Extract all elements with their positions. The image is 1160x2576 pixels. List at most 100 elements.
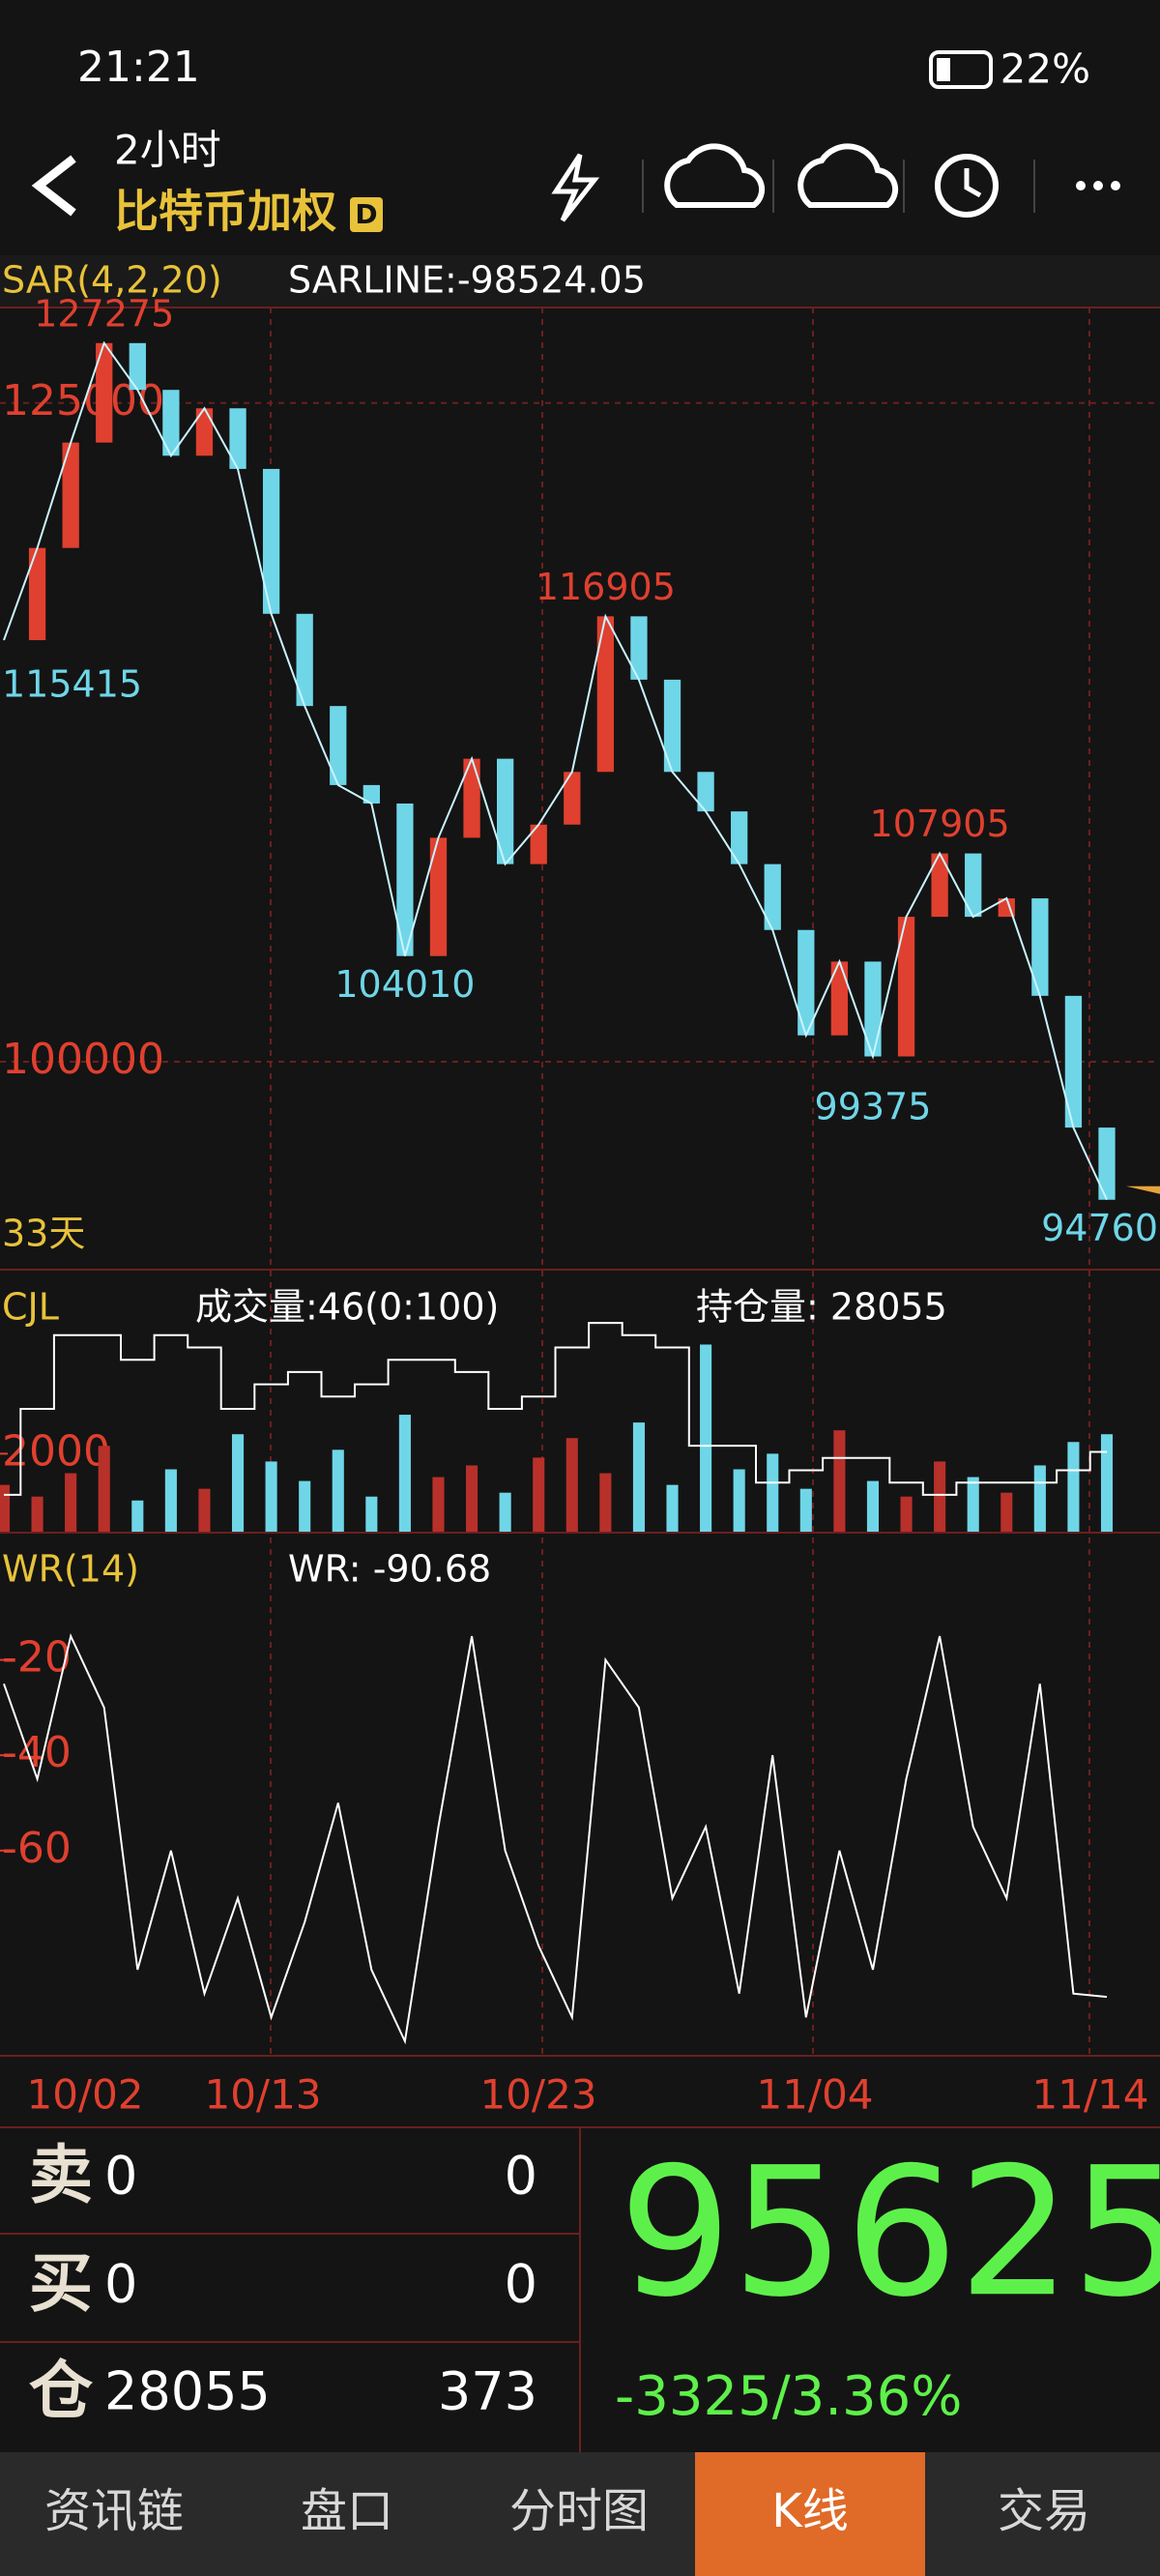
tab-bar: [0, 2452, 1160, 2576]
volume-bar: [98, 1446, 110, 1532]
indicator-value: WR: -90.68: [288, 1548, 491, 1591]
last-price: 95625: [619, 2129, 1160, 2336]
active-tab-bg: [695, 2452, 925, 2576]
clock-icon[interactable]: [935, 154, 999, 218]
volume-bar: [131, 1500, 144, 1532]
volume-bar: [499, 1492, 511, 1532]
volume-bar: [833, 1430, 846, 1532]
y-tick-label: -40: [2, 1728, 72, 1777]
candle: [162, 390, 180, 456]
quote-label: 卖: [29, 2138, 93, 2212]
candle: [429, 837, 448, 956]
battery-level: [937, 58, 950, 81]
volume-bar: [900, 1496, 913, 1532]
status-time: 21:21: [77, 43, 200, 92]
volume-bar: [398, 1415, 411, 1532]
quote-right: 0: [505, 2146, 537, 2207]
candle: [362, 784, 380, 804]
candle: [396, 803, 414, 956]
price-extreme: 94760: [1041, 1207, 1158, 1249]
volume-bar: [198, 1488, 211, 1532]
volume-bar: [1000, 1492, 1013, 1532]
indicator-value: SARLINE:-98524.05: [288, 259, 646, 302]
x-tick-label: 11/14: [1031, 2071, 1148, 2119]
candle: [830, 961, 849, 1036]
volume-bar: [1033, 1465, 1046, 1532]
candle: [96, 342, 113, 443]
candle: [496, 758, 514, 864]
line: [3, 1632, 1108, 2045]
period-label: 33天: [2, 1213, 85, 1255]
quote-right: 373: [438, 2361, 537, 2422]
cloud-sync-icon[interactable]: [798, 143, 899, 208]
price-extreme: 127275: [34, 292, 174, 335]
volume-bar: [466, 1465, 478, 1532]
volume-bar: [365, 1496, 378, 1532]
volume-bar: [65, 1473, 77, 1532]
x-tick-label: 11/04: [756, 2071, 873, 2119]
candle: [596, 616, 615, 773]
price-extreme: 99375: [815, 1086, 932, 1128]
volume-bar: [666, 1484, 679, 1532]
candle: [663, 679, 682, 773]
volume-bar: [967, 1477, 979, 1532]
line: [3, 340, 1108, 1201]
candle: [931, 853, 948, 918]
indicator-title: CJL: [2, 1286, 59, 1329]
candle: [28, 547, 46, 641]
badge: D: [355, 198, 377, 230]
back-button[interactable]: [31, 155, 76, 217]
tab[interactable]: 盘口: [301, 2484, 393, 2538]
volume-bar: [164, 1469, 177, 1532]
x-tick-label: 10/13: [204, 2071, 321, 2119]
y-tick-label: 100000: [2, 1035, 164, 1084]
candle: [630, 616, 648, 680]
candle: [129, 342, 146, 391]
quote-label: 买: [29, 2246, 93, 2321]
tab[interactable]: 资讯链: [44, 2484, 184, 2538]
cloud-icon[interactable]: [664, 143, 766, 208]
flash-icon[interactable]: [551, 153, 600, 222]
indicator-title: WR(14): [2, 1548, 139, 1591]
volume-bar: [31, 1496, 44, 1532]
volume-bar: [231, 1434, 245, 1532]
tab[interactable]: 分时图: [509, 2484, 649, 2538]
candle: [62, 442, 79, 548]
candle: [965, 853, 982, 918]
volume-bar: [299, 1480, 311, 1532]
candle: [530, 824, 547, 864]
indicator-bar: [0, 255, 1160, 307]
candle: [195, 408, 214, 456]
symbol: 比特币加权: [114, 186, 336, 238]
candle: [1098, 1127, 1116, 1200]
x-tick-label: 10/02: [26, 2071, 143, 2119]
battery-icon: [929, 50, 993, 89]
candle: [1031, 898, 1049, 996]
period: 2小时: [114, 127, 221, 174]
indicator-title: SAR(4,2,20): [2, 259, 222, 302]
quote-left: 0: [104, 2146, 137, 2207]
volume-bar: [1067, 1442, 1080, 1532]
y-tick-label: -60: [2, 1824, 72, 1873]
candle: [864, 961, 882, 1057]
candle: [697, 772, 714, 812]
volume-bar: [0, 1484, 11, 1532]
quote-left: 0: [104, 2254, 137, 2315]
open-interest-line: [4, 1322, 1107, 1496]
more-button[interactable]: [1076, 181, 1120, 190]
volume-bar: [700, 1344, 712, 1532]
price-change: -3325/3.36%: [615, 2365, 963, 2428]
y-tick-label: -20: [2, 1633, 72, 1683]
tab[interactable]: 交易: [998, 2484, 1090, 2538]
candle: [731, 811, 748, 864]
battery-text: 22%: [1000, 45, 1090, 93]
volume-bar: [432, 1477, 445, 1532]
price-extreme: 104010: [334, 963, 475, 1006]
volume-bar: [265, 1461, 277, 1532]
volume-bar: [799, 1488, 812, 1532]
candle: [296, 613, 313, 707]
volume-bar: [733, 1469, 745, 1532]
candle: [897, 917, 915, 1057]
tab[interactable]: K线: [771, 2484, 848, 2538]
